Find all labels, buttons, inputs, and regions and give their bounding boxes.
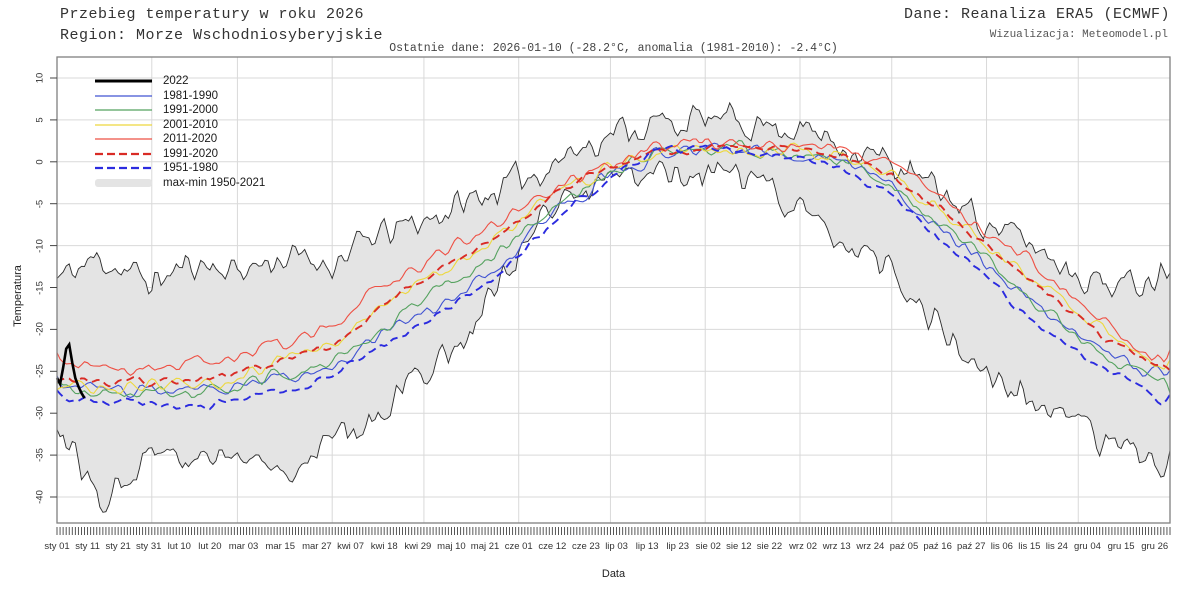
x-axis-title: Data [601, 568, 626, 580]
y-tick-label: 10 [34, 72, 46, 84]
y-tick-label: 5 [34, 117, 46, 123]
axis-ticks [50, 77, 1171, 535]
y-tick-label: -5 [34, 199, 46, 208]
x-tick-label: gru 15 [1107, 541, 1135, 552]
x-tick-label: mar 15 [265, 541, 295, 552]
x-tick-label: kwi 07 [337, 541, 364, 552]
y-tick-label: -10 [34, 238, 46, 253]
x-tick-label: kwi 29 [404, 541, 432, 552]
plot-frame [56, 56, 1171, 524]
x-tick-label: lut 10 [167, 541, 191, 552]
legend: 2022 1981-1990 1991-2000 2001-2010 2011-2020… [95, 74, 265, 190]
x-tick-label: sty 21 [105, 541, 131, 552]
x-tick-label: lis 06 [990, 541, 1013, 552]
x-tick-label: mar 03 [228, 541, 259, 552]
legend-item: 1991-2020 [95, 147, 265, 162]
x-tick-label: lis 24 [1045, 541, 1068, 552]
legend-band-swatch [95, 178, 152, 187]
y-tick-label: -40 [34, 490, 46, 504]
legend-label: max-min 1950-2021 [163, 176, 266, 189]
x-tick-label: sty 31 [136, 541, 162, 552]
x-tick-label: lut 20 [198, 541, 222, 552]
series-line-1951-1980 [56, 144, 1171, 411]
x-tick-label: cze 01 [504, 541, 533, 552]
y-tick-label: 0 [34, 159, 46, 165]
x-tick-label: paź 27 [956, 541, 986, 552]
x-tick-label: maj 10 [437, 541, 466, 552]
x-tick-label: lis 15 [1018, 541, 1041, 552]
legend-item: 1981-1990 [95, 89, 265, 104]
x-tick-label: lip 03 [605, 541, 628, 552]
y-tick-label: -35 [34, 448, 46, 462]
legend-line-swatch [95, 95, 152, 97]
x-tick-label: wrz 13 [822, 541, 851, 552]
y-tick-label: -15 [34, 280, 46, 295]
legend-line-swatch [95, 167, 152, 170]
legend-label: 2022 [163, 75, 189, 88]
legend-label: 2001-2010 [163, 118, 218, 131]
x-tick-label: paź 05 [889, 541, 919, 552]
x-tick-label: cze 23 [571, 541, 600, 552]
x-tick-label: sty 01 [44, 541, 70, 552]
legend-item: 1991-2000 [95, 103, 265, 118]
x-tick-label: sie 12 [726, 541, 752, 552]
legend-item: max-min 1950-2021 [95, 176, 265, 191]
legend-label: 1991-2020 [163, 147, 218, 160]
page-title: Przebieg temperatury w roku 2026 [60, 6, 365, 23]
legend-label: 2011-2020 [163, 133, 218, 146]
legend-line-swatch [95, 152, 152, 155]
region-subtitle: Region: Morze Wschodniosyberyjskie [60, 27, 384, 44]
x-tick-label: cze 12 [538, 541, 567, 552]
x-tick-label: mar 27 [302, 541, 332, 552]
data-source-label: Dane: Reanaliza ERA5 (ECMWF) [903, 6, 1170, 23]
legend-label: 1951-1980 [163, 162, 218, 175]
legend-label: 1991-2000 [163, 104, 218, 117]
legend-item: 2001-2010 [95, 118, 265, 133]
last-data-note: Ostatnie dane: 2026-01-10 (-28.2°C, anom… [389, 42, 838, 55]
visualization-credit: Wizualizacja: Meteomodel.pl [989, 29, 1168, 41]
x-tick-label: gru 26 [1141, 541, 1169, 552]
y-tick-label: -20 [34, 322, 46, 337]
x-tick-label: lip 13 [635, 541, 659, 552]
y-axis-title: Temperatura [12, 265, 24, 327]
legend-line-swatch [95, 138, 152, 140]
legend-line-swatch [95, 109, 152, 111]
x-tick-label: maj 21 [470, 541, 500, 552]
x-tick-label: kwi 18 [370, 541, 398, 552]
y-tick-label: -30 [34, 406, 46, 421]
x-tick-label: paź 16 [923, 541, 952, 552]
series-line-1991-2020 [56, 144, 1171, 388]
legend-label: 1981-1990 [163, 89, 218, 102]
legend-line-swatch [95, 79, 152, 83]
legend-item: 2022 [95, 74, 265, 89]
legend-item: 2011-2020 [95, 132, 265, 147]
series-line-1991-2000 [56, 139, 1171, 398]
x-tick-label: sie 22 [756, 541, 783, 552]
series-line-2022 [55, 341, 86, 399]
legend-line-swatch [95, 124, 152, 126]
x-tick-label: gru 04 [1073, 541, 1101, 552]
legend-item: 1951-1980 [95, 161, 265, 176]
x-tick-label: lip 23 [666, 541, 690, 552]
y-tick-label: -25 [34, 364, 46, 379]
x-tick-label: sie 02 [695, 541, 721, 552]
x-tick-label: wrz 02 [789, 541, 818, 552]
x-tick-label: wrz 24 [856, 541, 885, 552]
x-tick-label: sty 11 [75, 541, 100, 552]
